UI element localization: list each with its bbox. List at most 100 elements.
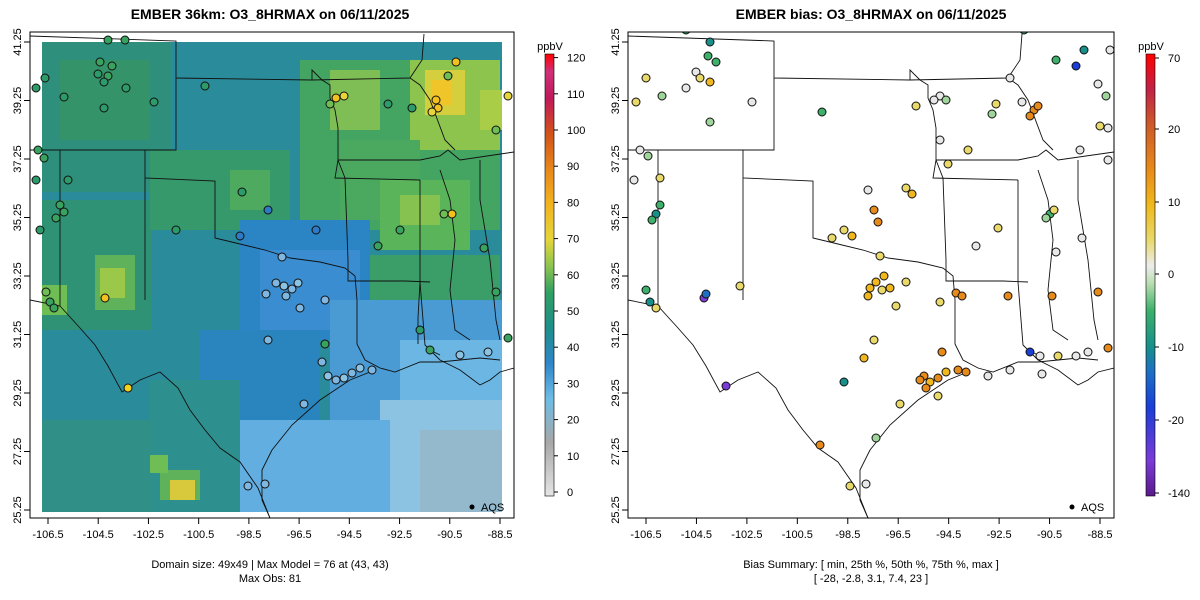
obs-point (99, 103, 109, 113)
bias-point (629, 175, 639, 185)
bias-point (971, 241, 981, 251)
obs-point (320, 339, 330, 349)
obs-point (479, 243, 489, 253)
x-tick-label: -104.5 (681, 529, 712, 541)
obs-point (295, 303, 305, 313)
y-tick-label: 39.25 (610, 87, 622, 115)
right-colorbar-ramp (1145, 53, 1156, 497)
left-model-field (42, 42, 502, 512)
obs-point (93, 69, 103, 79)
left-footer-line2: Max Obs: 81 (239, 573, 301, 585)
bias-point (695, 73, 705, 83)
x-tick-label: -88.5 (1087, 529, 1112, 541)
colorbar-tick-label: 10 (1168, 197, 1180, 209)
obs-point (415, 325, 425, 335)
bias-point (1003, 291, 1013, 301)
bias-point (1041, 213, 1051, 223)
obs-point (200, 81, 210, 91)
obs-point (347, 368, 357, 378)
colorbar-tick-label: 40 (567, 342, 579, 354)
bias-point (705, 37, 715, 47)
obs-point (279, 281, 289, 291)
colorbar-tick-label: 70 (567, 234, 579, 246)
x-tick-label: -94.5 (936, 529, 961, 541)
bias-point (1033, 101, 1043, 111)
colorbar-tick-label: 50 (567, 306, 579, 318)
right-plot-frame (627, 31, 1115, 519)
obs-point (95, 57, 105, 67)
y-tick-label: 41.25 (12, 28, 24, 56)
obs-point (40, 73, 50, 83)
y-tick-label: 41.25 (610, 28, 622, 56)
colorbar-tick-label: 60 (567, 270, 579, 282)
bias-point (705, 117, 715, 127)
y-tick-label: 37.25 (12, 145, 24, 173)
obs-point (483, 347, 493, 357)
colorbar-tick-label: 0 (1168, 269, 1174, 281)
left-x-ticks (47, 518, 501, 524)
bias-point (863, 185, 873, 195)
obs-point (311, 225, 321, 235)
colorbar-tick-label: -140 (1168, 488, 1190, 500)
bias-point (839, 377, 849, 387)
obs-point (59, 92, 69, 102)
bias-point (873, 217, 883, 227)
left-y-axis: 25.25 27.25 29.25 31.25 33.25 35.25 37.25 39.25… (12, 28, 30, 524)
x-tick-label: -104.5 (83, 529, 114, 541)
bias-point (885, 283, 895, 293)
bias-point (911, 101, 921, 111)
colorbar-tick-label: 20 (567, 415, 579, 427)
x-tick-label: -96.5 (287, 529, 312, 541)
colorbar-tick-label: -10 (1168, 342, 1184, 354)
bias-point (993, 223, 1003, 233)
obs-point (491, 287, 501, 297)
bias-point (1047, 291, 1057, 301)
obs-point (427, 107, 437, 117)
bias-point (1037, 369, 1047, 379)
bias-point (953, 365, 963, 375)
right-y-axis: 25.25 27.25 29.25 31.25 33.25 35.25 37.25 39.25… (610, 28, 628, 524)
colorbar-tick-label: 80 (567, 197, 579, 209)
bias-point (891, 301, 901, 311)
y-tick-label: 37.25 (610, 145, 622, 173)
bias-point (1103, 343, 1113, 353)
obs-point (355, 363, 365, 373)
obs-point (120, 35, 130, 45)
bias-point (875, 251, 885, 261)
colorbar-tick-label: 110 (567, 89, 585, 101)
obs-point (320, 295, 330, 305)
legend-marker-dot (469, 504, 475, 510)
right-y-ticks (622, 41, 628, 511)
obs-point (243, 481, 253, 491)
left-colorbar-ticks (554, 57, 558, 493)
bias-point (871, 277, 881, 287)
colorbar-tick-label: 100 (567, 125, 585, 137)
left-y-ticks (24, 41, 30, 511)
colorbar-tick-label: 0 (567, 487, 573, 499)
colorbar-tick-label: 90 (567, 161, 579, 173)
bias-point (937, 347, 947, 357)
bias-point (957, 291, 967, 301)
bias-point (929, 95, 939, 105)
obs-point (41, 287, 51, 297)
obs-point (149, 97, 159, 107)
obs-point (277, 252, 287, 262)
colorbar-tick-label: 70 (1168, 53, 1180, 65)
obs-point (263, 205, 273, 215)
colorbar-tick-label: 10 (567, 451, 579, 463)
bias-point (863, 291, 873, 301)
left-colorbar: ppbV 0 10 20 30 40 50 60 70 80 90 100 110 120 (537, 41, 585, 499)
obs-point (383, 99, 393, 109)
bias-point (901, 277, 911, 287)
bias-point (839, 225, 849, 235)
bias-point (1093, 287, 1103, 297)
x-tick-label: -96.5 (886, 529, 911, 541)
bias-point (1053, 351, 1063, 361)
obs-point (171, 225, 181, 235)
bias-point (935, 135, 945, 145)
obs-point (325, 99, 335, 109)
bias-point (1075, 145, 1085, 155)
x-tick-label: -88.5 (487, 529, 512, 541)
bias-point (681, 83, 691, 93)
